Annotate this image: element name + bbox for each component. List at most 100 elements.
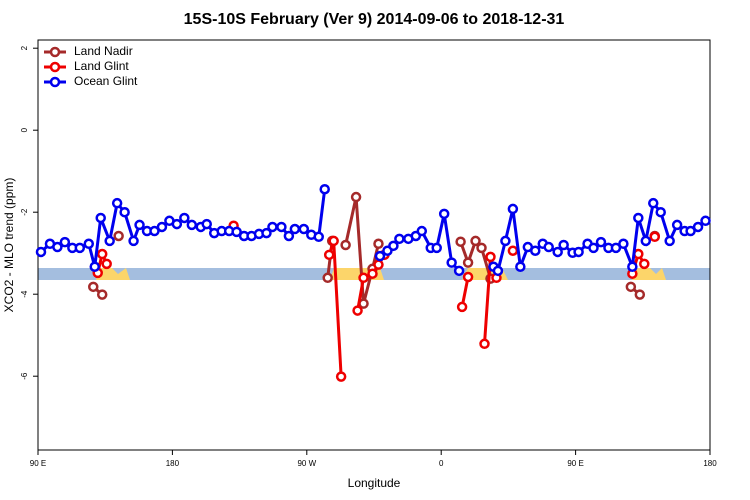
point (573, 246, 584, 258)
chart-title: 15S-10S February (Ver 9) 2014-09-06 to 2… (184, 11, 565, 28)
point (416, 225, 428, 237)
y-tick-label: 0 (20, 127, 29, 132)
point (179, 212, 190, 224)
point (119, 206, 130, 218)
point (267, 221, 278, 233)
point (231, 226, 242, 238)
y-axis-label: XCO2 - MLO trend (ppm) (2, 178, 16, 313)
point (507, 245, 519, 256)
legend-marker (49, 76, 61, 88)
point (88, 281, 99, 293)
point (453, 265, 465, 277)
point (507, 203, 519, 215)
point (96, 289, 108, 300)
point (649, 231, 660, 243)
point (479, 338, 490, 350)
point (456, 301, 468, 313)
y-tick-label: -2 (20, 208, 29, 216)
point (328, 235, 339, 247)
point (101, 258, 112, 270)
point (104, 235, 115, 247)
point (648, 197, 659, 209)
point (261, 227, 272, 239)
point (83, 238, 95, 250)
point (543, 241, 554, 253)
point (59, 236, 71, 248)
point (95, 212, 106, 224)
x-tick-label: 90 E (567, 459, 583, 468)
point (552, 246, 563, 258)
point (618, 238, 629, 250)
point (283, 230, 295, 242)
point (394, 233, 405, 245)
legend-label: Land Nadir (74, 44, 133, 58)
point (35, 246, 47, 258)
y-tick-label: -6 (20, 372, 29, 380)
point (186, 219, 198, 231)
point (358, 272, 369, 284)
point (476, 242, 487, 254)
point (455, 236, 466, 247)
point (149, 225, 160, 237)
legend-marker (49, 61, 61, 73)
point (340, 239, 351, 251)
point (111, 197, 123, 209)
x-tick-label: 90 E (30, 459, 46, 468)
point (438, 208, 450, 220)
point (462, 257, 474, 268)
point (530, 245, 541, 256)
point (319, 183, 330, 195)
y-tick-label: 2 (20, 45, 29, 50)
x-axis-label: Longitude (348, 476, 401, 490)
point (74, 242, 86, 254)
point (462, 271, 474, 283)
point (171, 218, 183, 230)
point (633, 212, 644, 224)
point (335, 371, 347, 382)
legend-label: Ocean Glint (74, 74, 138, 88)
point (323, 249, 335, 261)
point (313, 231, 324, 243)
point (671, 219, 683, 231)
point (610, 242, 622, 254)
y-tick-label: -4 (20, 290, 29, 298)
point (558, 239, 569, 251)
point (201, 218, 212, 230)
legend-label: Land Glint (74, 59, 129, 73)
point (639, 258, 650, 270)
point (692, 221, 704, 233)
x-tick-label: 0 (439, 459, 444, 468)
plot-frame (37, 39, 711, 451)
point (700, 215, 711, 227)
point (52, 241, 63, 253)
point (588, 242, 599, 254)
x-tick-label: 180 (703, 459, 717, 468)
point (352, 305, 363, 316)
point (89, 261, 100, 272)
point (373, 238, 384, 250)
x-tick-label: 180 (166, 459, 180, 468)
point (134, 219, 145, 231)
point (627, 261, 638, 272)
point (128, 235, 139, 247)
point (515, 261, 526, 272)
point (625, 281, 637, 293)
point (276, 221, 287, 233)
point (156, 221, 168, 233)
point (289, 223, 301, 235)
point (113, 230, 124, 242)
point (500, 235, 511, 247)
point (595, 236, 607, 248)
point (470, 235, 481, 247)
point (446, 257, 457, 268)
point (640, 235, 652, 247)
point (350, 191, 362, 203)
point (685, 225, 696, 237)
point (655, 206, 666, 218)
point (664, 235, 675, 247)
x-tick-label: 90 W (297, 459, 316, 468)
point (367, 268, 378, 279)
legend-marker (49, 46, 61, 58)
